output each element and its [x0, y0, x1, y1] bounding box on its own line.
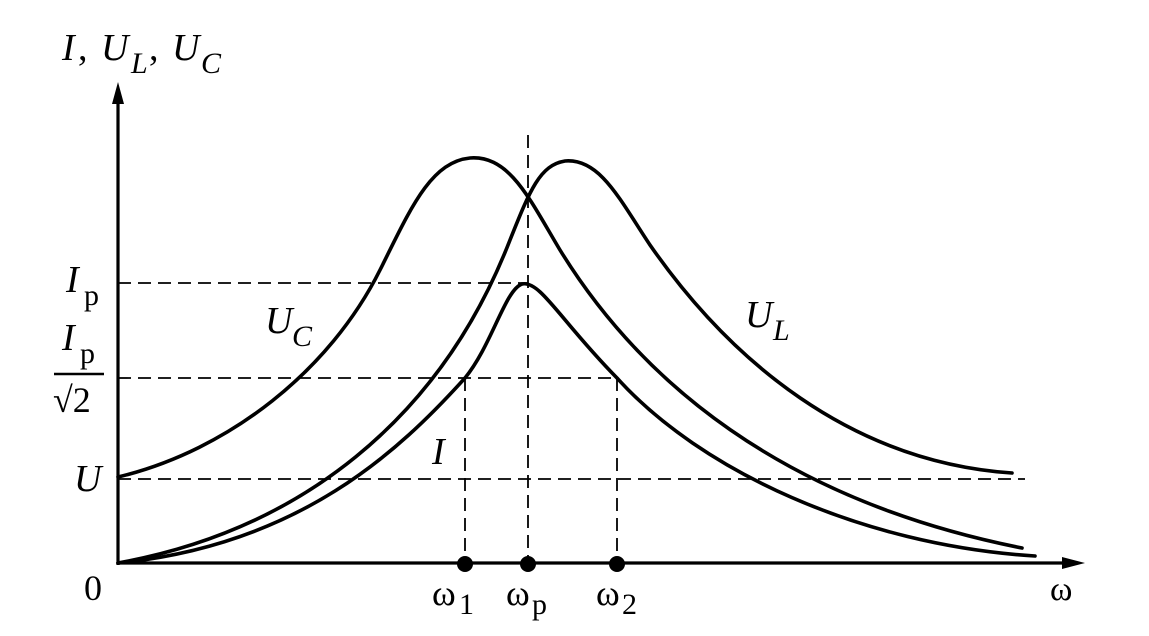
- uc-label-u: U: [265, 300, 295, 342]
- uc-curve-label: U C: [265, 300, 313, 353]
- y-label-l-sub: L: [130, 47, 148, 80]
- ip-tick-i: I: [65, 259, 81, 301]
- omega-2-tick-label: ω 2: [596, 573, 637, 621]
- ip-tick-sub: p: [84, 279, 99, 312]
- i-curve-label: I: [431, 431, 447, 473]
- ip-sqrt2-num-sub: p: [80, 337, 95, 370]
- omega-2-symbol: ω: [596, 573, 620, 613]
- uc-curve: [116, 156, 1024, 550]
- x-axis-label: ω: [1050, 571, 1072, 608]
- y-label-i: I: [61, 27, 77, 69]
- omega-p-symbol: ω: [506, 573, 530, 613]
- omega-1-tick-label: ω 1: [432, 573, 474, 621]
- y-axis-arrow-icon: [112, 82, 124, 104]
- omega-p-sub: p: [532, 588, 547, 621]
- x-axis-arrow-icon: [1062, 557, 1085, 569]
- y-label-c-sub: C: [201, 47, 222, 80]
- y-label-sep-1: ,: [78, 27, 88, 69]
- ip-tick-label: I p: [65, 259, 99, 312]
- y-axis-label: I , U L , U C: [61, 27, 222, 80]
- omega-1-symbol: ω: [432, 573, 456, 613]
- omega-p-tick-label: ω p: [506, 573, 547, 621]
- origin-label: 0: [84, 568, 102, 608]
- ul-curve-label: U L: [745, 294, 790, 347]
- y-label-u-c: U: [172, 27, 202, 69]
- ul-label-u: U: [745, 294, 775, 336]
- omega-2-sub: 2: [622, 588, 637, 621]
- u-tick-label: U: [74, 458, 104, 500]
- ul-curve: [116, 159, 1014, 565]
- uc-label-sub: C: [292, 320, 313, 353]
- ip-sqrt2-den: √2: [53, 380, 91, 420]
- ip-sqrt2-num-i: I: [61, 317, 77, 359]
- ul-label-sub: L: [772, 314, 790, 347]
- ip-over-sqrt2-tick-label: I p √2: [53, 317, 104, 420]
- y-label-u-l: U: [101, 27, 131, 69]
- i-curve: [116, 282, 1037, 565]
- omega-p-point: [520, 556, 536, 572]
- y-label-sep-2: ,: [149, 27, 159, 69]
- omega-2-point: [609, 556, 625, 572]
- omega-1-point: [457, 556, 473, 572]
- omega-1-sub: 1: [459, 588, 474, 621]
